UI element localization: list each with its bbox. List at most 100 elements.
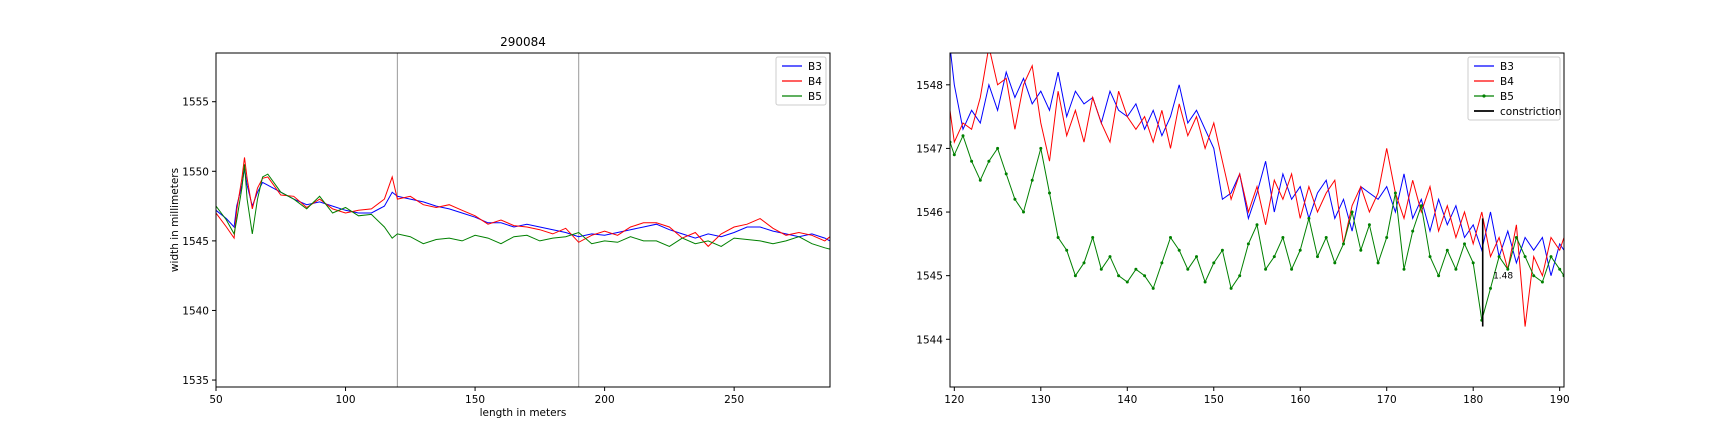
y-tick-label: 1544 bbox=[916, 334, 943, 346]
data-point-b5 bbox=[1506, 267, 1510, 271]
y-tick-label: 1555 bbox=[182, 97, 209, 109]
legend-label-b3: B3 bbox=[1500, 61, 1514, 73]
legend-label-b4: B4 bbox=[808, 76, 822, 88]
series-line-b3 bbox=[950, 53, 1564, 276]
data-point-b5 bbox=[1350, 210, 1354, 214]
data-point-b5 bbox=[1203, 280, 1207, 284]
series-markers-b5 bbox=[950, 134, 1564, 322]
y-tick-label: 1548 bbox=[916, 80, 943, 92]
data-point-b5 bbox=[1030, 178, 1034, 182]
plot-frame bbox=[215, 52, 831, 388]
legend-label-b5: B5 bbox=[1500, 91, 1514, 103]
x-tick-label: 120 bbox=[944, 394, 964, 406]
data-point-b5 bbox=[1497, 255, 1501, 259]
data-point-b5 bbox=[1333, 261, 1337, 265]
x-tick-label: 100 bbox=[336, 394, 356, 406]
data-point-b5 bbox=[952, 153, 956, 157]
data-point-b5 bbox=[1402, 267, 1406, 271]
data-point-b5 bbox=[1151, 286, 1155, 290]
y-tick-label: 1547 bbox=[916, 143, 943, 155]
series-group bbox=[950, 53, 1564, 327]
y-axis: 1544 1545 1546 1547 1548 bbox=[916, 80, 950, 346]
data-point-b5 bbox=[1091, 236, 1095, 239]
data-point-b5 bbox=[1445, 248, 1449, 252]
y-axis: 1535 1540 1545 1550 1555 bbox=[182, 97, 216, 387]
data-point-b5 bbox=[1437, 274, 1441, 278]
data-point-b5 bbox=[1489, 286, 1492, 290]
data-point-b5 bbox=[1376, 261, 1380, 265]
data-point-b5 bbox=[1108, 255, 1112, 259]
data-point-b5 bbox=[1134, 267, 1138, 271]
x-tick-label: 160 bbox=[1290, 394, 1310, 406]
data-point-b5 bbox=[1125, 280, 1129, 284]
vertical-markers bbox=[396, 53, 580, 387]
x-tick-label: 130 bbox=[1031, 394, 1051, 406]
data-point-b5 bbox=[1393, 191, 1397, 195]
data-point-b5 bbox=[1220, 248, 1224, 252]
data-point-b5 bbox=[1385, 236, 1389, 239]
data-point-b5 bbox=[1281, 236, 1285, 239]
data-point-b5 bbox=[1073, 274, 1077, 278]
data-point-b5 bbox=[1532, 274, 1536, 278]
x-tick-label: 180 bbox=[1463, 394, 1483, 406]
data-point-b5 bbox=[1298, 248, 1302, 252]
x-tick-label: 150 bbox=[465, 394, 485, 406]
y-tick-label: 1535 bbox=[182, 375, 209, 387]
data-point-b5 bbox=[1099, 267, 1103, 271]
data-point-b5 bbox=[1004, 172, 1008, 176]
data-point-b5 bbox=[1272, 255, 1276, 259]
data-point-b5 bbox=[1169, 236, 1172, 239]
data-point-b5 bbox=[1307, 216, 1311, 220]
data-point-b5 bbox=[1264, 267, 1268, 271]
x-tick-label: 170 bbox=[1377, 394, 1397, 406]
legend-label-constriction: constriction bbox=[1500, 106, 1562, 118]
constriction-annotation: 1.48 bbox=[1493, 272, 1513, 282]
series-line-b5 bbox=[950, 134, 1564, 321]
data-point-b5 bbox=[1246, 242, 1250, 246]
legend-box bbox=[1467, 56, 1561, 121]
data-point-b5 bbox=[1022, 210, 1025, 214]
data-point-b5 bbox=[996, 146, 1000, 150]
legend: B3 B4 B5 constriction bbox=[1467, 56, 1562, 121]
x-tick-label: 200 bbox=[595, 394, 615, 406]
data-point-b5 bbox=[1316, 255, 1319, 259]
series-line-b4 bbox=[950, 53, 1564, 327]
data-point-b5 bbox=[1039, 146, 1043, 150]
series-line-b5 bbox=[216, 164, 830, 250]
x-tick-label: 190 bbox=[1550, 394, 1570, 406]
data-point-b5 bbox=[1454, 267, 1458, 271]
data-point-b5 bbox=[1186, 267, 1190, 271]
data-point-b5 bbox=[1419, 204, 1423, 208]
x-axis: 50 100 150 200 250 bbox=[209, 387, 744, 406]
data-point-b5 bbox=[1367, 223, 1371, 227]
y-tick-label: 1545 bbox=[182, 236, 209, 248]
data-point-b5 bbox=[1428, 255, 1432, 259]
data-point-b5 bbox=[1558, 267, 1562, 271]
x-axis: 120 130 140 150 160 170 180 190 bbox=[944, 387, 1570, 406]
data-point-b5 bbox=[1471, 261, 1475, 265]
data-point-b5 bbox=[1514, 236, 1518, 239]
x-tick-label: 140 bbox=[1117, 394, 1137, 406]
data-point-b5 bbox=[961, 134, 965, 138]
legend: B3 B4 B5 bbox=[775, 56, 827, 106]
series-line-b3 bbox=[216, 168, 830, 242]
data-point-b5 bbox=[1056, 236, 1060, 239]
x-tick-label: 50 bbox=[209, 394, 222, 406]
data-point-b5 bbox=[1212, 261, 1216, 265]
series-group bbox=[216, 157, 830, 250]
data-point-b5 bbox=[1013, 197, 1017, 201]
data-point-b5 bbox=[1411, 229, 1415, 233]
legend-label-b4: B4 bbox=[1500, 76, 1514, 88]
data-point-b5 bbox=[1463, 242, 1466, 246]
series-line-b4 bbox=[216, 157, 830, 248]
data-point-b5 bbox=[1143, 274, 1147, 278]
y-tick-label: 1540 bbox=[182, 305, 209, 317]
y-tick-label: 1550 bbox=[182, 166, 209, 178]
data-point-b5 bbox=[1290, 267, 1294, 271]
y-tick-label: 1546 bbox=[916, 207, 943, 219]
legend-label-b5: B5 bbox=[808, 91, 822, 103]
data-point-b5 bbox=[1065, 248, 1069, 252]
chart-left: 290084 50 100 150 200 250 153515401545155015… bbox=[169, 35, 831, 419]
data-point-b5 bbox=[1324, 236, 1328, 239]
data-point-b5 bbox=[1549, 255, 1553, 259]
